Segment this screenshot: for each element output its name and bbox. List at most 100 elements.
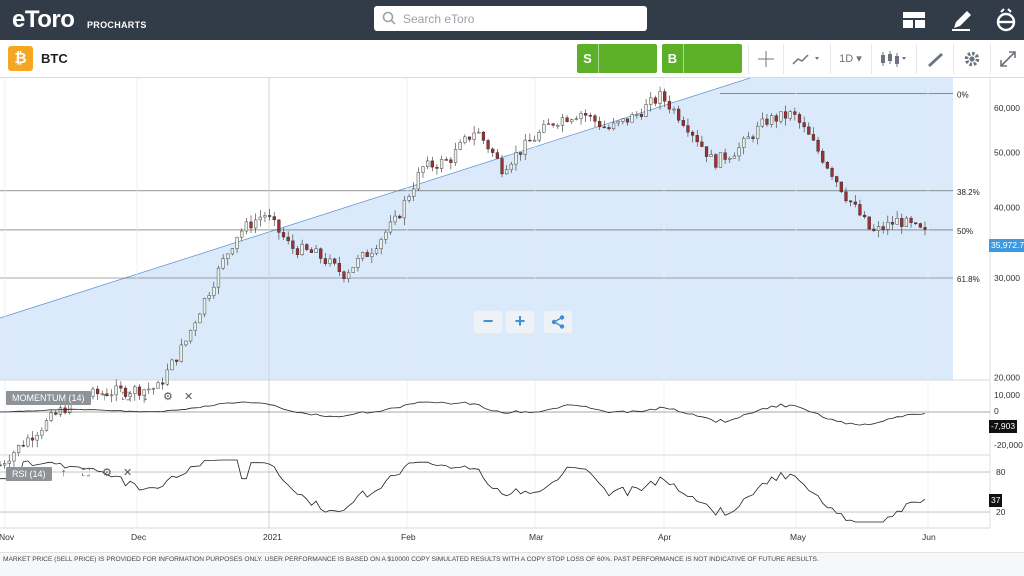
candle-body [430, 160, 434, 168]
search-input[interactable]: Search eToro [403, 12, 475, 26]
candle-body [407, 196, 411, 201]
candle-body [35, 434, 39, 441]
crosshair-button[interactable] [748, 44, 782, 74]
candle-body [109, 394, 114, 397]
rsi-up-icon[interactable]: ↑ [61, 467, 67, 479]
momentum-close-icon[interactable]: ✕ [184, 391, 194, 403]
rsi-tick-label: 20 [996, 507, 1006, 517]
candle-body [272, 216, 276, 221]
candle-body [770, 115, 774, 125]
rsi-value-tag: 37 [989, 494, 1003, 507]
candle-body [193, 322, 197, 331]
candle-body [611, 122, 616, 130]
rsi-settings-icon[interactable]: ⚙ [102, 467, 112, 479]
candle-body [360, 252, 365, 259]
search-icon [382, 11, 396, 25]
candle-body [240, 230, 244, 238]
candle-body [811, 134, 816, 141]
fullscreen-button[interactable] [990, 44, 1024, 74]
candle-body [788, 111, 792, 119]
fib-level-label: 61.8% [957, 275, 980, 284]
momentum-expand-icon[interactable]: ⛶ [122, 391, 130, 403]
rsi-close-icon[interactable]: ✕ [123, 467, 133, 479]
candle-body [128, 393, 132, 397]
rsi-label[interactable]: RSI (14) [6, 467, 52, 481]
candle-body [700, 141, 704, 147]
zoom-out-button[interactable]: − [474, 311, 502, 333]
candle-body [588, 115, 592, 117]
candle-body [356, 258, 360, 268]
etoro-e-icon[interactable] [992, 6, 1020, 34]
candle-body [821, 151, 825, 163]
candle-body [449, 159, 453, 163]
candle-body [384, 231, 388, 240]
etoro-logo[interactable]: eToro [12, 6, 75, 33]
x-tick-label: Feb [401, 532, 416, 542]
candle-body [3, 463, 7, 466]
momentum-up-icon[interactable]: ↑ [102, 391, 108, 403]
candle-body [881, 226, 885, 230]
search-box[interactable]: Search eToro [374, 6, 647, 31]
candle-body [393, 215, 397, 223]
candle-body [26, 437, 30, 447]
candle-body [179, 344, 183, 362]
sell-button[interactable]: S 35974.24 [577, 44, 657, 95]
share-button[interactable] [544, 311, 572, 333]
candle-body [742, 138, 746, 148]
candle-body [365, 252, 369, 257]
candle-body [263, 215, 267, 218]
candle-body [333, 258, 337, 264]
candle-body [519, 152, 523, 155]
candle-body [639, 114, 644, 117]
candle-body [918, 223, 922, 228]
settings-button[interactable] [953, 44, 989, 74]
candle-body [756, 125, 760, 139]
candle-body [737, 147, 741, 157]
candle-body [765, 118, 769, 125]
candle-body [309, 249, 314, 253]
chart-type-button[interactable] [783, 44, 829, 74]
momentum-down-icon[interactable]: ↓ [143, 391, 149, 403]
candle-body [184, 340, 188, 346]
candle-body [579, 113, 583, 119]
draw-tools-button[interactable] [916, 44, 952, 74]
candle-body [797, 114, 802, 123]
candle-body [923, 227, 927, 230]
candle-body [574, 118, 578, 120]
candle-type-button[interactable] [871, 44, 915, 74]
candle-body [188, 329, 193, 342]
momentum-tick-label: -20,000 [994, 440, 1023, 450]
candle-body [486, 140, 490, 150]
y-tick-label: 20,000 [994, 372, 1020, 382]
momentum-label[interactable]: MOMENTUM (14) [6, 391, 91, 405]
x-tick-label: Mar [529, 532, 544, 542]
candle-body [723, 152, 727, 160]
x-tick-label: Jun [922, 532, 936, 542]
candle-body [751, 136, 755, 139]
candle-body [607, 127, 611, 130]
price-chart[interactable]: 0% 38.2% 50% 61.8% Nov Dec 2021 Feb Mar Apr May Jun… [0, 78, 1024, 552]
interval-button[interactable]: 1D ▾ [830, 44, 870, 74]
candle-body [500, 158, 504, 175]
candle-body [114, 385, 118, 396]
layout-icon[interactable] [900, 6, 928, 34]
candle-body [230, 248, 235, 255]
candle-body [779, 111, 783, 122]
candle-body [379, 239, 383, 250]
momentum-settings-icon[interactable]: ⚙ [163, 391, 173, 403]
rsi-expand-icon[interactable]: ⛶ [82, 467, 90, 479]
line-chart-icon [791, 54, 819, 65]
candle-body [342, 271, 346, 279]
disclaimer-text: MARKET PRICE (SELL PRICE) IS PROVIDED FO… [3, 556, 819, 563]
interval-label: 1D [839, 53, 854, 65]
pencil-icon[interactable] [948, 6, 976, 34]
candle-body [435, 166, 439, 169]
candle-body [147, 388, 151, 391]
candle-body [207, 295, 211, 299]
zoom-in-button[interactable]: + [506, 311, 534, 333]
candle-body [439, 159, 444, 169]
candle-body [900, 218, 904, 227]
buy-button[interactable]: B 36245.05 [662, 44, 742, 95]
candle-body [254, 219, 258, 229]
candle-body [862, 214, 867, 218]
